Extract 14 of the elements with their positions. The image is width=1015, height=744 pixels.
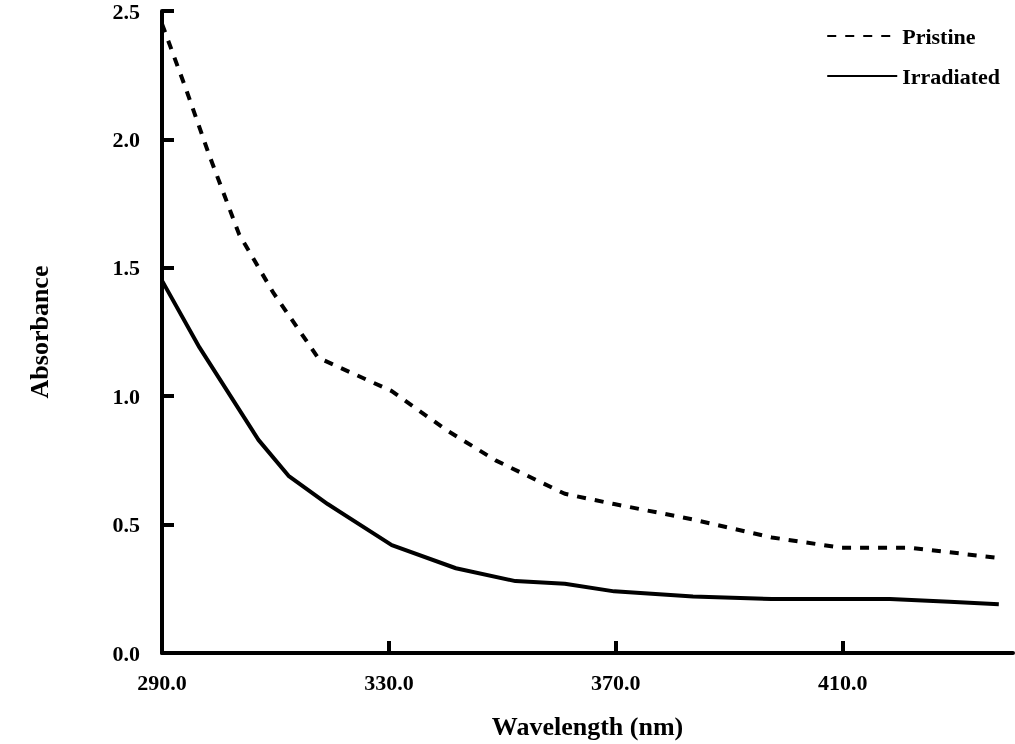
y-tick-label: 2.0 xyxy=(112,126,140,152)
x-axis-title: Wavelength (nm) xyxy=(491,711,684,741)
y-tick-label: 0.5 xyxy=(112,512,140,538)
x-tick-label: 290.0 xyxy=(137,669,187,695)
legend-label: Pristine xyxy=(902,23,976,49)
y-axis-title: Absorbance xyxy=(24,265,54,399)
y-tick-label: 1.5 xyxy=(112,255,140,281)
y-tick-label: 2.5 xyxy=(112,0,140,24)
y-tick-label: 1.0 xyxy=(112,383,140,409)
legend-label: Irradiated xyxy=(902,63,1000,89)
x-tick-label: 330.0 xyxy=(364,669,414,695)
x-tick-label: 410.0 xyxy=(818,669,868,695)
y-tick-label: 0.0 xyxy=(112,640,140,666)
x-tick-label: 370.0 xyxy=(591,669,641,695)
